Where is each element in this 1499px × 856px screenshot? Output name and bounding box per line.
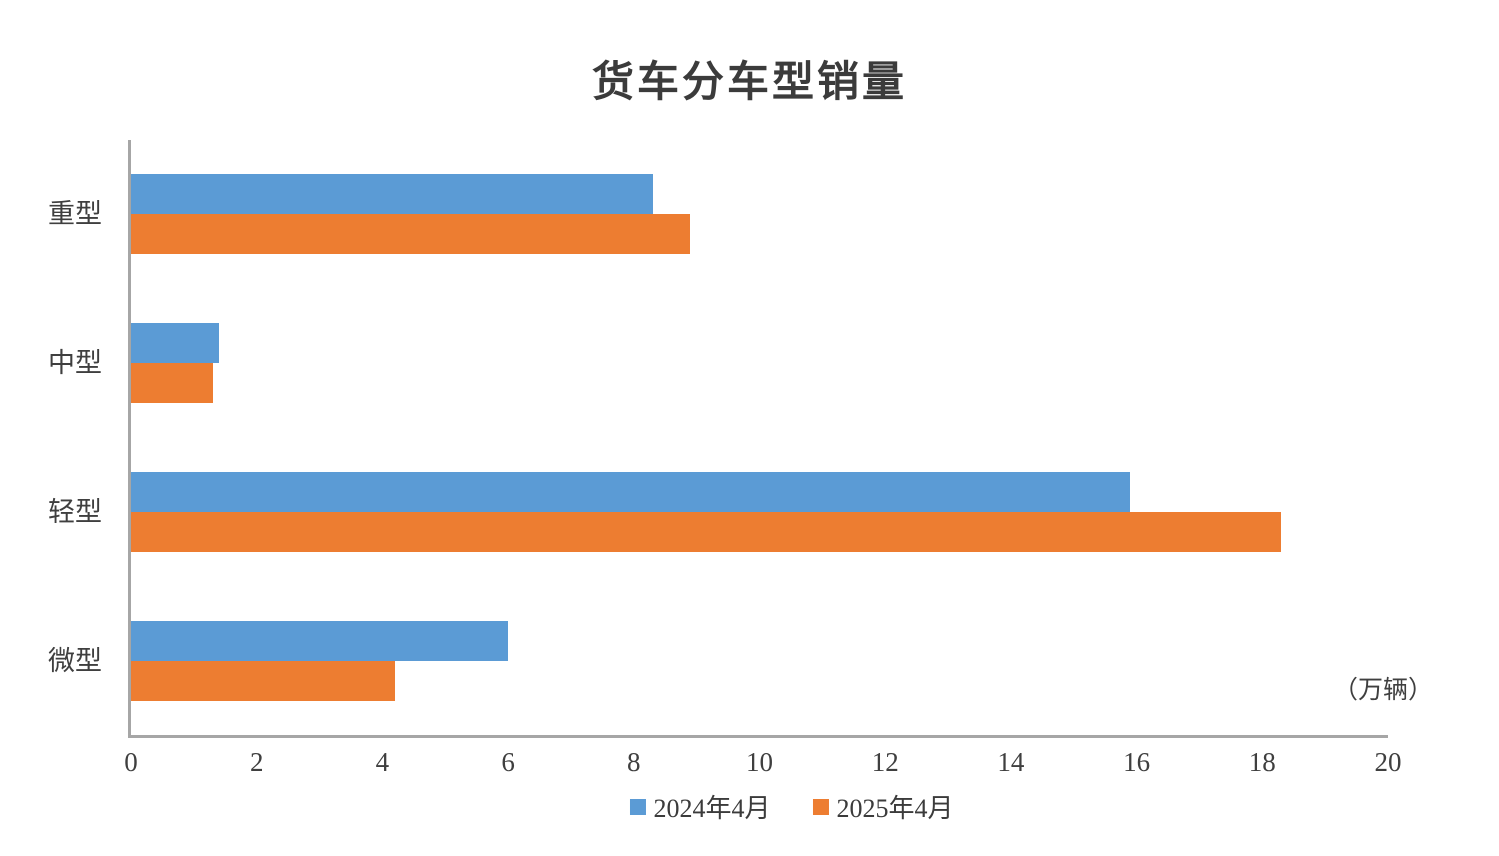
x-tick-label: 16 [1123, 747, 1151, 777]
category-label: 微型 [48, 645, 102, 676]
x-tick-label: 18 [1248, 747, 1276, 777]
x-tick-label: 20 [1374, 747, 1402, 777]
legend-swatch-icon [812, 798, 829, 815]
bar-2025年4月-微型 [131, 660, 395, 701]
legend-swatch-icon [629, 798, 646, 815]
category-label: 中型 [48, 348, 102, 379]
legend-label: 2024年4月 [653, 794, 771, 823]
x-tick-label: 0 [124, 747, 138, 777]
legend-entry: 2025年4月 [812, 788, 954, 825]
legend-label: 2025年4月 [836, 794, 954, 823]
x-tick-label: 6 [501, 747, 515, 777]
x-tick-label: 4 [375, 747, 390, 777]
bar-2024年4月-中型 [131, 323, 219, 364]
legend: 2024年4月 2025年4月 [629, 788, 954, 825]
bar-2024年4月-重型 [131, 174, 653, 215]
x-tick-label: 12 [871, 747, 899, 777]
bar-2025年4月-中型 [131, 363, 213, 404]
bar-2025年4月-轻型 [131, 511, 1282, 552]
x-tick-label: 10 [746, 747, 773, 777]
x-tick-label: 14 [997, 747, 1025, 777]
plot-area [128, 140, 1388, 738]
bar-2024年4月-轻型 [131, 471, 1131, 512]
bar-2025年4月-重型 [131, 214, 691, 255]
x-tick-label: 8 [627, 747, 641, 777]
x-tick-label: 2 [249, 747, 264, 777]
category-label: 重型 [48, 199, 102, 230]
axis-unit-label: （万辆） [1332, 677, 1433, 704]
category-label: 轻型 [48, 496, 102, 527]
bar-2024年4月-微型 [131, 620, 509, 661]
chart-title: 货车分车型销量 [591, 60, 907, 106]
legend-entry: 2024年4月 [629, 788, 771, 825]
